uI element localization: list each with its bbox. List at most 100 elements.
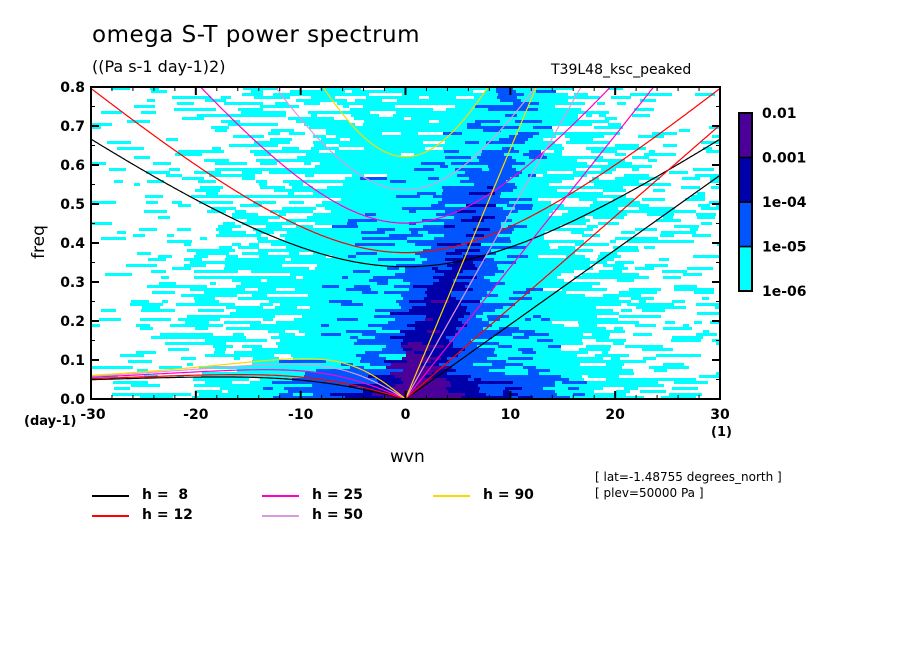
spectrum-cell: [566, 255, 585, 258]
spectrum-cell: [344, 231, 361, 234]
spectrum-cell: [614, 249, 639, 252]
spectrum-cell: [388, 282, 410, 285]
spectrum-cell: [326, 291, 352, 294]
spectrum-cell: [174, 108, 184, 111]
spectrum-cell: [684, 381, 708, 384]
spectrum-cell: [465, 348, 474, 351]
spectrum-cell: [336, 345, 360, 348]
spectrum-cell: [395, 228, 409, 231]
spectrum-cell: [439, 363, 459, 366]
spectrum-cell: [189, 336, 203, 339]
spectrum-cell: [272, 351, 296, 354]
spectrum-cell: [643, 204, 649, 207]
spectrum-cell: [308, 246, 315, 249]
spectrum-cell: [290, 90, 300, 93]
spectrum-cell: [216, 201, 224, 204]
spectrum-cell: [459, 126, 467, 129]
spectrum-cell: [339, 213, 350, 216]
spectrum-cell: [254, 141, 267, 144]
spectrum-cell: [432, 372, 447, 375]
spectrum-cell: [405, 333, 423, 336]
spectrum-cell: [215, 348, 226, 351]
spectrum-cell: [266, 225, 274, 228]
spectrum-cell: [381, 225, 397, 228]
spectrum-cell: [219, 246, 232, 249]
spectrum-cell: [270, 270, 287, 273]
spectrum-cell: [315, 222, 329, 225]
spectrum-cell: [274, 384, 293, 387]
spectrum-cell: [581, 288, 607, 291]
spectrum-cell: [536, 240, 558, 243]
spectrum-cell: [554, 150, 562, 153]
spectrum-cell: [612, 180, 639, 183]
spectrum-cell: [304, 375, 322, 378]
spectrum-cell: [350, 312, 372, 315]
spectrum-cell: [439, 348, 449, 351]
spectrum-cell: [242, 252, 268, 255]
spectrum-cell: [245, 216, 258, 219]
spectrum-cell: [504, 117, 522, 120]
spectrum-cell: [405, 267, 432, 270]
spectrum-cell: [599, 243, 609, 246]
spectrum-cell: [448, 102, 475, 105]
spectrum-cell: [605, 195, 626, 198]
spectrum-cell: [354, 342, 378, 345]
spectrum-cell: [599, 276, 626, 279]
spectrum-cell: [473, 288, 493, 291]
spectrum-cell: [281, 159, 292, 162]
spectrum-cell: [498, 345, 505, 348]
spectrum-cell: [402, 357, 418, 360]
spectrum-cell: [474, 183, 487, 186]
spectrum-cell: [196, 315, 223, 318]
spectrum-cell: [446, 108, 466, 111]
spectrum-cell: [429, 114, 446, 117]
spectrum-cell: [473, 228, 490, 231]
spectrum-cell: [479, 225, 501, 228]
spectrum-cell: [425, 129, 439, 132]
spectrum-cell: [292, 150, 319, 153]
spectrum-cell: [322, 240, 328, 243]
spectrum-cell: [279, 282, 286, 285]
spectrum-cell: [134, 156, 150, 159]
spectrum-cell: [363, 123, 373, 126]
spectrum-cell: [285, 237, 305, 240]
spectrum-cell: [214, 339, 234, 342]
spectrum-cell: [701, 222, 712, 225]
spectrum-cell: [151, 270, 166, 273]
spectrum-cell: [281, 366, 290, 369]
spectrum-cell: [477, 366, 495, 369]
spectrum-cell: [709, 201, 720, 204]
spectrum-cell: [315, 285, 322, 288]
spectrum-cell: [635, 228, 657, 231]
spectrum-cell: [547, 141, 555, 144]
spectrum-cell: [316, 369, 332, 372]
spectrum-cell: [495, 192, 501, 195]
spectrum-cell: [525, 162, 542, 165]
spectrum-cell: [682, 177, 700, 180]
spectrum-cell: [212, 147, 221, 150]
spectrum-cell: [619, 354, 629, 357]
spectrum-cell: [538, 192, 553, 195]
spectrum-cell: [508, 357, 533, 360]
spectrum-cell: [712, 135, 720, 138]
spectrum-cell: [410, 93, 426, 96]
spectrum-cell: [531, 267, 541, 270]
spectrum-cell: [396, 108, 407, 111]
spectrum-cell: [390, 90, 404, 93]
spectrum-cell: [195, 300, 208, 303]
spectrum-cell: [277, 249, 286, 252]
spectrum-cell: [341, 129, 368, 132]
spectrum-cell: [235, 327, 248, 330]
spectrum-cell: [375, 216, 396, 219]
spectrum-cell: [600, 252, 617, 255]
spectrum-cell: [586, 114, 592, 117]
spectrum-cell: [485, 147, 494, 150]
spectrum-cell: [541, 267, 549, 270]
spectrum-cell: [330, 219, 348, 222]
spectrum-cell: [613, 246, 638, 249]
spectrum-cell: [511, 330, 535, 333]
spectrum-cell: [284, 195, 302, 198]
spectrum-cell: [477, 345, 498, 348]
spectrum-cell: [223, 114, 248, 117]
spectrum-cell: [333, 153, 342, 156]
